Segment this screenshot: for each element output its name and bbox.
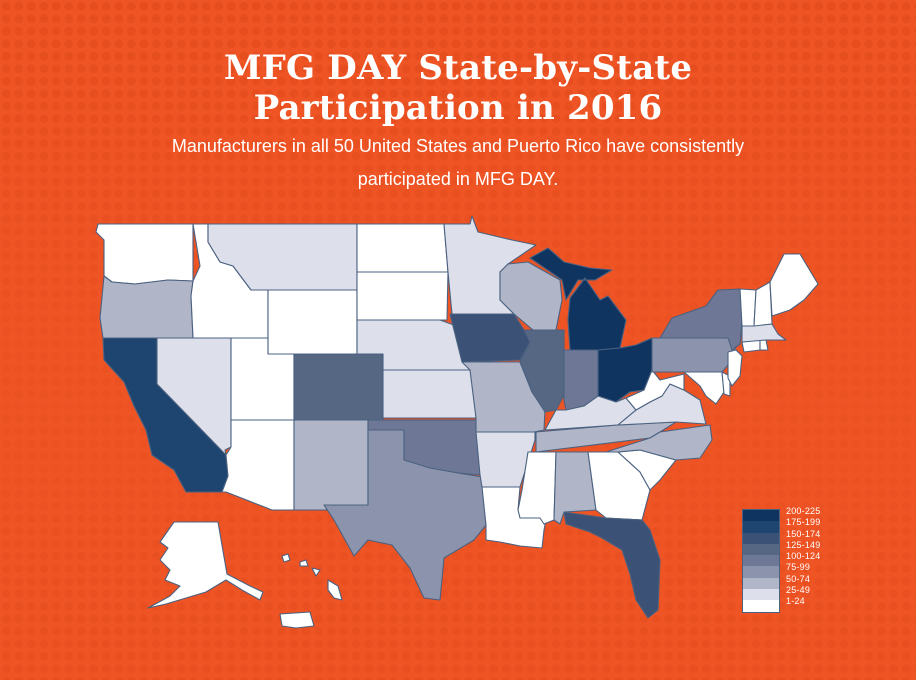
legend-swatch-6 <box>743 577 779 590</box>
legend-label: 100-124 <box>786 551 821 562</box>
state-wyoming[interactable] <box>267 289 358 355</box>
state-alaska[interactable] <box>147 521 264 609</box>
state-florida[interactable] <box>563 511 661 619</box>
legend-swatch-4 <box>743 555 779 567</box>
legend-label: 50-74 <box>786 573 811 584</box>
legend-label: 25-49 <box>786 585 811 596</box>
state-louisiana[interactable] <box>481 486 549 549</box>
subtitle-line-2: participated in MFG DAY. <box>357 169 559 189</box>
state-vermont[interactable] <box>739 288 757 327</box>
state-maine[interactable] <box>769 253 819 317</box>
state-michigan[interactable] <box>529 247 627 351</box>
state-washington[interactable] <box>95 223 194 285</box>
page-title: MFG DAY State-by-State Participation in … <box>0 48 916 128</box>
state-massachusetts[interactable] <box>741 323 787 343</box>
legend-swatch-7 <box>743 589 779 601</box>
legend-label: 150-174 <box>786 528 821 539</box>
state-south-dakota[interactable] <box>356 271 449 321</box>
legend-swatch-0 <box>743 510 779 522</box>
subtitle-line-1: Manufacturers in all 50 United States an… <box>171 136 745 156</box>
state-hawaii[interactable] <box>281 553 343 601</box>
state-new-hampshire[interactable] <box>753 281 773 327</box>
title-line-2: Participation in 2016 <box>253 88 663 128</box>
legend-label: 125-149 <box>786 539 821 550</box>
state-new-mexico[interactable] <box>293 419 369 511</box>
state-rhode-island[interactable] <box>759 339 769 351</box>
state-north-dakota[interactable] <box>356 223 449 273</box>
legend-swatches <box>742 509 780 613</box>
state-iowa[interactable] <box>449 313 531 363</box>
state-wisconsin[interactable] <box>499 261 563 331</box>
legend-label: 1-24 <box>786 596 805 607</box>
state-colorado[interactable] <box>293 353 384 421</box>
state-puerto-rico[interactable] <box>279 611 315 629</box>
state-pennsylvania[interactable] <box>651 337 737 373</box>
state-arizona[interactable] <box>221 419 295 511</box>
legend-labels: 200-225 175-199 150-174 125-149 100-124 … <box>786 506 820 608</box>
legend-swatch-2 <box>743 532 779 544</box>
state-west-virginia[interactable] <box>625 369 685 411</box>
state-new-jersey[interactable] <box>727 349 743 387</box>
legend-label: 175-199 <box>786 517 821 528</box>
legend-swatch-1 <box>743 521 779 533</box>
state-texas[interactable] <box>323 429 487 601</box>
state-oregon[interactable] <box>99 275 194 339</box>
legend-label: 75-99 <box>786 562 811 573</box>
legend-swatch-3 <box>743 543 779 556</box>
title-line-1: MFG DAY State-by-State <box>223 48 693 88</box>
legend-label: 200-225 <box>786 506 821 516</box>
subtitle: Manufacturers in all 50 United States an… <box>0 130 916 196</box>
state-north-carolina[interactable] <box>605 424 713 461</box>
legend-swatch-5 <box>743 566 779 578</box>
state-kansas[interactable] <box>382 369 478 419</box>
legend-swatch-8 <box>743 600 779 612</box>
